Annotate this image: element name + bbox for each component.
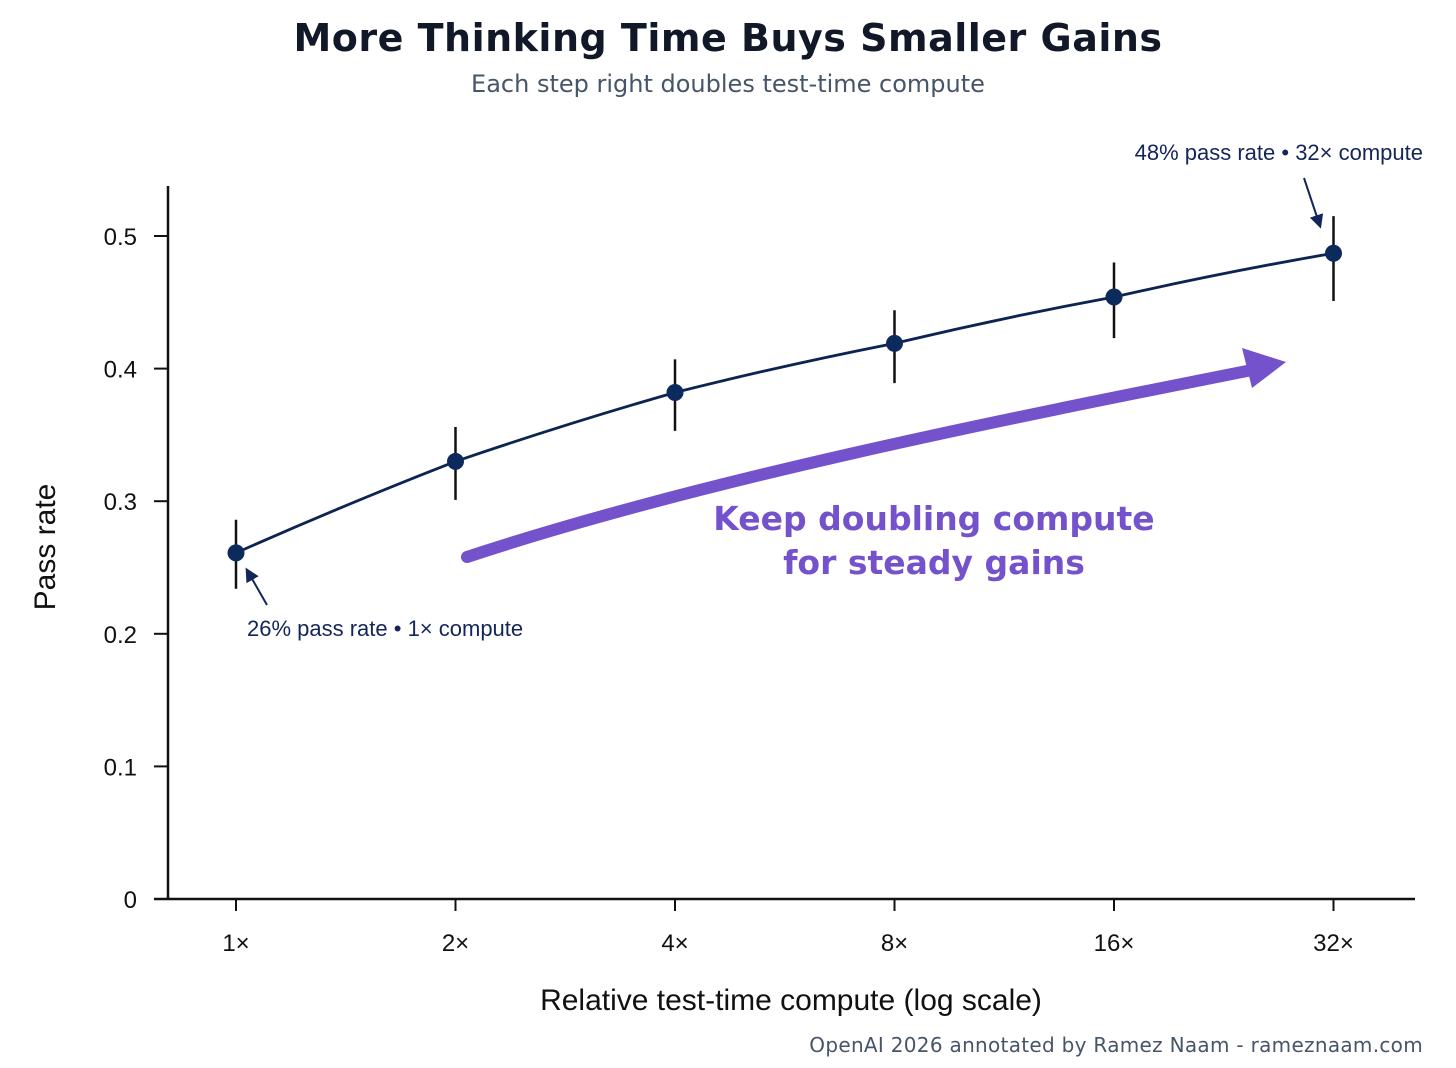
x-tick-label: 4× [661, 930, 688, 957]
chart-title: More Thinking Time Buys Smaller Gains [293, 16, 1163, 60]
annotation-arrow [245, 567, 268, 606]
callout-text: Keep doubling compute [713, 499, 1154, 538]
x-tick-label: 32× [1313, 930, 1354, 957]
y-tick-label: 0.3 [104, 489, 137, 516]
series-line [235, 251, 1334, 555]
callout-text: for steady gains [783, 543, 1085, 582]
annotation-arrow [1303, 177, 1324, 229]
x-tick-label: 2× [442, 930, 469, 957]
callout-arrow-head [1242, 348, 1286, 388]
data-point [1105, 288, 1123, 306]
annotation-label: 48% pass rate • 32× compute [1135, 140, 1423, 165]
x-tick-label: 8× [881, 930, 908, 957]
data-point [1325, 244, 1342, 262]
credit-text: OpenAI 2026 annotated by Ramez Naam - ra… [809, 1033, 1423, 1057]
data-point [666, 383, 684, 401]
y-tick-label: 0 [124, 887, 137, 914]
y-tick-label: 0.5 [104, 224, 137, 251]
annotation-label: 26% pass rate • 1× compute [247, 616, 523, 641]
y-axis-title: Pass rate [29, 484, 62, 611]
data-point [886, 334, 903, 352]
x-axis-title: Relative test-time compute (log scale) [540, 984, 1042, 1017]
data-point [227, 544, 245, 562]
y-tick-label: 0.4 [104, 357, 137, 384]
y-tick-label: 0.2 [104, 622, 137, 649]
data-point [447, 452, 464, 470]
x-tick-label: 16× [1094, 930, 1135, 957]
y-tick-label: 0.1 [104, 754, 137, 781]
chart-subtitle: Each step right doubles test-time comput… [471, 70, 985, 98]
x-tick-label: 1× [222, 930, 249, 957]
callout-arrow-shaft [461, 364, 1258, 563]
